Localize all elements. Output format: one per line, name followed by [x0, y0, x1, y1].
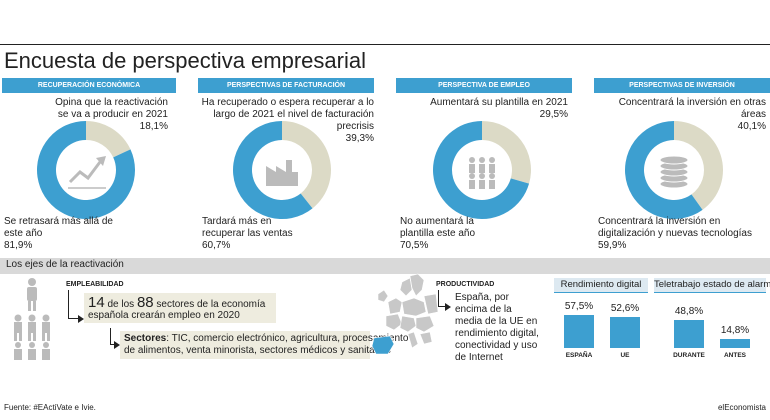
bar-category-label: UE	[620, 352, 630, 359]
productividad-text: España, por encima de la media de la UE …	[455, 292, 555, 364]
donut-recuperacion	[36, 120, 136, 220]
donut-slice	[37, 121, 135, 219]
sectores-line1: : TIC, comercio electrónico, agricultura…	[166, 333, 409, 344]
empleabilidad-box: 14 de los 88 sectores de la economía esp…	[84, 293, 276, 323]
panel3-bottom-value: 70,5%	[400, 240, 429, 251]
panel2-bottom-value: 60,7%	[202, 240, 231, 251]
bar-value-label: 14,8%	[720, 325, 750, 337]
panel-header-facturacion: Perspectivas de facturación	[198, 78, 374, 93]
productividad-line: encima de la	[455, 304, 512, 315]
panel2-bottom-label: Tardará más en recuperar las ventas	[202, 216, 293, 239]
empleabilidad-line1: 14 de los 88 sectores de la economía	[88, 294, 265, 311]
panel4-top-text: Concentrará la inversión en otras áreas …	[600, 97, 766, 133]
bar-category-label: Antes	[723, 352, 747, 359]
footer-brand: elEconomista	[717, 403, 766, 412]
panel-header-recuperacion: Recuperación económica	[2, 78, 176, 93]
bar-value-label: 48,8%	[674, 305, 704, 317]
panel-header-empleo: Perspectiva de empleo	[396, 78, 572, 93]
panel1-bottom-text: Se retrasará más allá de este año 81,9%	[4, 216, 114, 252]
bar	[720, 339, 750, 348]
section-band	[0, 258, 770, 274]
connector-line	[68, 318, 80, 319]
productividad-line: media de la UE en	[455, 316, 538, 327]
sectores-line2: de alimentos, venta minorista, sectores …	[124, 345, 391, 356]
productividad-line: de Internet	[455, 352, 503, 363]
panel1-bottom-label: Se retrasará más allá de este año	[4, 216, 113, 239]
panel-header-inversion: Perspectivas de inversión	[594, 78, 770, 93]
panel4-bottom-label: Concentrará la inversión en digitalizaci…	[598, 216, 752, 239]
spain-shape	[371, 335, 395, 355]
empleabilidad-label: Empleabilidad	[66, 281, 124, 288]
bar	[674, 319, 704, 348]
panel3-top-value: 29,5%	[539, 109, 568, 120]
panel1-top-value: 18,1%	[139, 121, 168, 132]
page-title: Encuesta de perspectiva empresarial	[4, 48, 366, 73]
arrow-icon	[114, 341, 120, 349]
bar	[564, 314, 594, 348]
sectores-label: Sectores	[124, 333, 167, 344]
panel3-bottom-label: No aumentará la plantilla este año	[400, 216, 476, 239]
panel2-top-label: Ha recuperado o espera recuperar a lo la…	[201, 97, 374, 132]
productividad-label: Productividad	[436, 281, 495, 288]
bar-chart-title-rendimiento: Rendimiento digital	[554, 278, 648, 292]
panel1-bottom-value: 81,9%	[4, 240, 33, 251]
panel4-top-label: Concentrará la inversión en otras áreas	[618, 97, 766, 120]
donut-slice	[282, 121, 331, 209]
productividad-line: rendimiento digital,	[455, 328, 539, 339]
empleabilidad-n1: 14	[88, 294, 105, 311]
panel3-bottom-text: No aumentará la plantilla este año 70,5%	[400, 216, 510, 252]
arrow-icon	[445, 303, 451, 311]
bar-chart-title-rule	[554, 292, 648, 293]
empleabilidad-n2: 88	[136, 294, 154, 311]
donut-slice	[625, 121, 703, 219]
bar	[610, 317, 640, 348]
panel2-top-value: 39,3%	[345, 133, 374, 144]
connector-line	[110, 344, 116, 345]
donut-slice	[482, 121, 531, 184]
donut-slice	[86, 121, 131, 158]
connector-line	[110, 328, 111, 344]
top-rule	[0, 44, 770, 45]
panel3-top-text: Aumentará su plantilla en 2021 29,5%	[420, 97, 568, 121]
bar-category-label: España	[565, 352, 593, 359]
donut-empleo	[432, 120, 532, 220]
connector-line	[438, 290, 439, 306]
empleabilidad-text1: sectores de la economía	[156, 299, 266, 310]
europe-map	[371, 272, 439, 364]
donut-slice	[233, 121, 313, 219]
empleabilidad-de-los: de los	[107, 299, 135, 310]
empleabilidad-text2: española crearán empleo en 2020	[88, 310, 240, 321]
panel2-bottom-text: Tardará más en recuperar las ventas 60,7…	[202, 216, 312, 252]
connector-line	[68, 290, 69, 318]
panel3-top-label: Aumentará su plantilla en 2021	[430, 97, 568, 108]
donut-facturacion	[232, 120, 332, 220]
productividad-line: conectividad y uso	[455, 340, 538, 351]
footer-source: Fuente: #EActiVate e Ivie.	[4, 403, 96, 412]
bar-value-label: 57,5%	[564, 300, 594, 312]
bar-category-label: Durante	[673, 352, 705, 359]
panel4-bottom-text: Concentrará la inversión en digitalizaci…	[598, 216, 764, 252]
productividad-line: España, por	[455, 292, 509, 303]
donut-slice	[674, 121, 723, 210]
factory-icon	[266, 160, 298, 186]
panel4-top-value: 40,1%	[737, 121, 766, 132]
donut-slice	[433, 121, 530, 219]
panel2-top-text: Ha recuperado o espera recuperar a lo la…	[198, 97, 374, 145]
trend-chart-icon	[68, 156, 106, 189]
workers-icon	[8, 276, 56, 360]
panel1-top-text: Opina que la reactivación se va a produc…	[54, 97, 168, 133]
bar-chart-title-teletrabajo: Teletrabajo estado de alarma	[654, 278, 770, 292]
arrow-icon	[78, 315, 84, 323]
sectores-box: Sectores: TIC, comercio electrónico, agr…	[120, 331, 408, 359]
people-icon	[469, 157, 495, 189]
connector-line	[438, 306, 446, 307]
bar-chart-title-rule	[654, 292, 766, 293]
donut-inversion	[624, 120, 724, 220]
coins-stack-icon	[659, 155, 689, 189]
panel4-bottom-value: 59,9%	[598, 240, 627, 251]
section-band-title: Los ejes de la reactivación	[6, 259, 124, 270]
panel1-top-label: Opina que la reactivación se va a produc…	[55, 97, 168, 120]
bar-value-label: 52,6%	[610, 303, 640, 315]
